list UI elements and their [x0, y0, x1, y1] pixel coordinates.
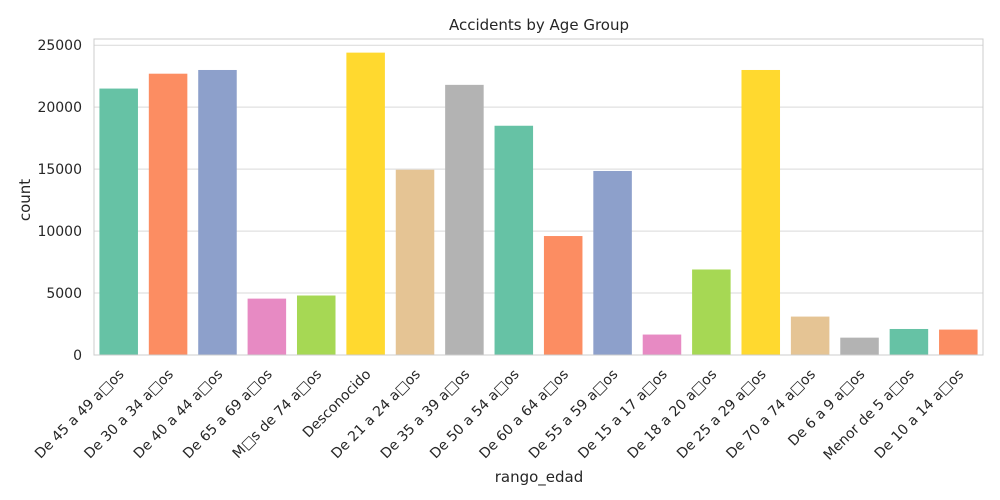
bar [296, 295, 336, 355]
y-tick-label: 25000 [37, 38, 82, 54]
bar [840, 337, 879, 355]
x-tick-label: De 60 a 64 a□os [477, 367, 573, 463]
bar [741, 69, 781, 355]
y-tick-label: 10000 [37, 224, 82, 240]
bar [198, 69, 237, 355]
bar [593, 170, 632, 355]
x-tick-label: De 25 a 29 a□os [674, 367, 770, 463]
bar [692, 269, 731, 355]
x-tick-label: Menor de 5 a□os [821, 367, 918, 464]
x-axis-title: rango_edad [495, 468, 584, 487]
y-tick-label: 5000 [46, 286, 82, 302]
x-tick-label: M□s de 74 a□os [230, 367, 325, 462]
plot-frame [93, 38, 984, 356]
x-tick-label: De 65 a 69 a□os [180, 367, 276, 463]
bar [247, 298, 287, 355]
bar [543, 236, 583, 355]
bar [939, 329, 978, 355]
bar [494, 125, 534, 356]
x-tick-label: De 40 a 44 a□os [131, 367, 227, 463]
x-tick-label: De 35 a 39 a□os [378, 367, 474, 463]
bar [148, 73, 188, 356]
x-tick-label: De 55 a 59 a□os [526, 367, 622, 463]
bars [99, 52, 978, 356]
bar [790, 316, 830, 355]
x-tick-label: De 70 a 74 a□os [723, 367, 819, 463]
bar [346, 52, 385, 355]
y-tick-label: 0 [73, 348, 82, 364]
chart-title: Accidents by Age Group [449, 16, 629, 34]
x-tick-label: De 21 a 24 a□os [328, 367, 424, 463]
x-tick-label: De 50 a 54 a□os [427, 367, 523, 463]
bar [642, 334, 682, 355]
bar [445, 84, 484, 355]
x-tick-label: De 45 a 49 a□os [32, 367, 128, 463]
x-tick-label: De 30 a 34 a□os [81, 367, 177, 463]
bar [889, 328, 929, 355]
y-tick-label: 15000 [37, 162, 82, 178]
x-tick-label: De 18 a 20 a□os [625, 367, 721, 463]
y-tick-label: 20000 [37, 100, 82, 116]
bar [99, 88, 138, 355]
y-axis-title: count [16, 179, 34, 221]
x-tick-label: De 10 a 14 a□os [872, 367, 968, 463]
x-tick-label: De 15 a 17 a□os [575, 367, 671, 463]
y-tick-labels: 0 5000 10000 15000 20000 25000 [37, 38, 82, 364]
bar [395, 169, 435, 355]
